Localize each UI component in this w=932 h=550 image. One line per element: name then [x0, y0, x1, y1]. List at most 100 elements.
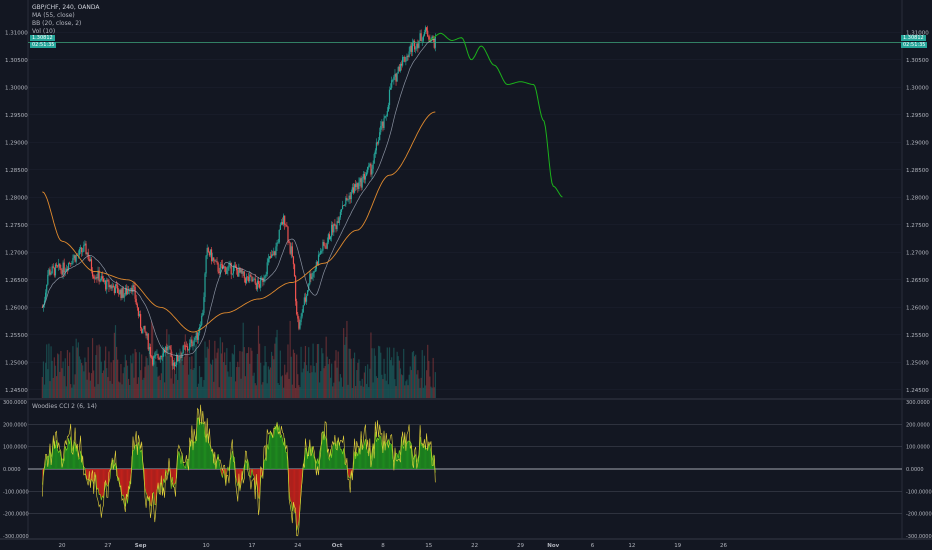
candle-body[interactable]	[170, 349, 172, 357]
cci-area-segment[interactable]	[123, 469, 125, 499]
candle-body[interactable]	[112, 285, 114, 288]
candle-body[interactable]	[288, 240, 290, 243]
cci-area-segment[interactable]	[79, 450, 81, 469]
cci-area-segment[interactable]	[205, 436, 207, 469]
candle-body[interactable]	[111, 285, 113, 289]
candle-body[interactable]	[281, 222, 284, 225]
candle-body[interactable]	[254, 278, 256, 284]
cci-area-segment[interactable]	[57, 450, 59, 469]
candle-body[interactable]	[335, 225, 337, 230]
cci-area-segment[interactable]	[152, 469, 154, 494]
cci-area-segment[interactable]	[66, 448, 68, 469]
candle-body[interactable]	[127, 289, 130, 291]
candle-body[interactable]	[313, 271, 315, 273]
candle-body[interactable]	[422, 35, 424, 41]
candle-body[interactable]	[202, 312, 204, 316]
candle-body[interactable]	[82, 251, 84, 253]
candle-body[interactable]	[146, 333, 148, 336]
candle-body[interactable]	[405, 61, 407, 62]
cci-area-segment[interactable]	[305, 448, 307, 469]
candle-body[interactable]	[209, 249, 212, 256]
candle-body[interactable]	[372, 163, 374, 169]
candle-body[interactable]	[182, 345, 184, 354]
candle-body[interactable]	[108, 280, 110, 288]
candle-body[interactable]	[302, 305, 304, 313]
candle-body[interactable]	[258, 284, 261, 288]
cci-area-segment[interactable]	[221, 469, 223, 478]
candle-body[interactable]	[143, 325, 145, 330]
candle-body[interactable]	[386, 111, 388, 116]
cci-area-segment[interactable]	[349, 469, 351, 479]
candle-body[interactable]	[164, 350, 166, 353]
candle-body[interactable]	[252, 279, 254, 282]
candle-body[interactable]	[396, 72, 398, 82]
symbol-title[interactable]: GBP/CHF, 240, OANDA	[32, 4, 100, 11]
candle-body[interactable]	[166, 346, 168, 351]
candle-body[interactable]	[423, 32, 426, 36]
candle-body[interactable]	[328, 234, 331, 240]
candle-body[interactable]	[365, 172, 368, 176]
candle-body[interactable]	[395, 73, 397, 82]
candle-body[interactable]	[303, 297, 305, 306]
candle-body[interactable]	[91, 270, 94, 277]
candle-body[interactable]	[93, 276, 95, 279]
cci-area-segment[interactable]	[190, 440, 192, 469]
candle-body[interactable]	[190, 339, 192, 344]
candle-body[interactable]	[296, 301, 298, 315]
bb-legend[interactable]: BB (20, close, 2)	[32, 20, 82, 27]
candle-body[interactable]	[186, 346, 189, 351]
candle-body[interactable]	[284, 215, 286, 225]
candle-body[interactable]	[236, 266, 238, 271]
candle-body[interactable]	[260, 277, 262, 288]
cci-area-segment[interactable]	[341, 449, 343, 469]
candle-body[interactable]	[213, 257, 215, 261]
candle-body[interactable]	[218, 271, 220, 274]
candle-body[interactable]	[233, 265, 236, 267]
candle-body[interactable]	[416, 43, 418, 49]
candle-body[interactable]	[349, 195, 351, 200]
cci-area-segment[interactable]	[333, 442, 335, 469]
cci-area-segment[interactable]	[266, 444, 268, 469]
candle-body[interactable]	[321, 250, 323, 252]
candle-body[interactable]	[210, 249, 213, 262]
candle-body[interactable]	[339, 211, 341, 218]
candle-body[interactable]	[355, 184, 357, 188]
cci-area-segment[interactable]	[178, 451, 180, 469]
cci-area-segment[interactable]	[399, 450, 401, 469]
cci-area-segment[interactable]	[96, 469, 99, 490]
cci-area-segment[interactable]	[338, 440, 340, 469]
candle-body[interactable]	[189, 343, 191, 350]
candle-body[interactable]	[94, 278, 96, 279]
candle-body[interactable]	[171, 356, 173, 366]
cci-area-segment[interactable]	[146, 469, 148, 496]
candle-body[interactable]	[269, 256, 272, 258]
candle-body[interactable]	[75, 255, 77, 262]
candle-body[interactable]	[418, 40, 420, 48]
cci-area-segment[interactable]	[106, 469, 108, 487]
candle-body[interactable]	[152, 357, 154, 365]
cci-area-segment[interactable]	[374, 431, 376, 469]
candle-body[interactable]	[178, 359, 180, 362]
candle-body[interactable]	[399, 63, 402, 72]
candle-body[interactable]	[361, 177, 363, 188]
candle-body[interactable]	[295, 276, 297, 302]
candle-body[interactable]	[140, 314, 142, 328]
candle-body[interactable]	[172, 362, 174, 366]
cci-area-segment[interactable]	[195, 435, 197, 469]
candle-body[interactable]	[389, 87, 392, 90]
candle-body[interactable]	[173, 362, 176, 367]
candle-body[interactable]	[373, 154, 375, 164]
candle-body[interactable]	[346, 197, 348, 201]
candle-body[interactable]	[195, 332, 197, 339]
cci-area-segment[interactable]	[334, 442, 337, 469]
candle-body[interactable]	[362, 174, 364, 178]
cci-area-segment[interactable]	[424, 446, 426, 469]
candle-body[interactable]	[153, 356, 155, 365]
candle-body[interactable]	[130, 287, 132, 291]
candle-body[interactable]	[387, 105, 390, 112]
candle-body[interactable]	[427, 30, 429, 37]
candle-body[interactable]	[86, 252, 88, 254]
cci-area-segment[interactable]	[239, 469, 242, 491]
candle-body[interactable]	[249, 274, 251, 282]
candle-body[interactable]	[357, 183, 359, 189]
